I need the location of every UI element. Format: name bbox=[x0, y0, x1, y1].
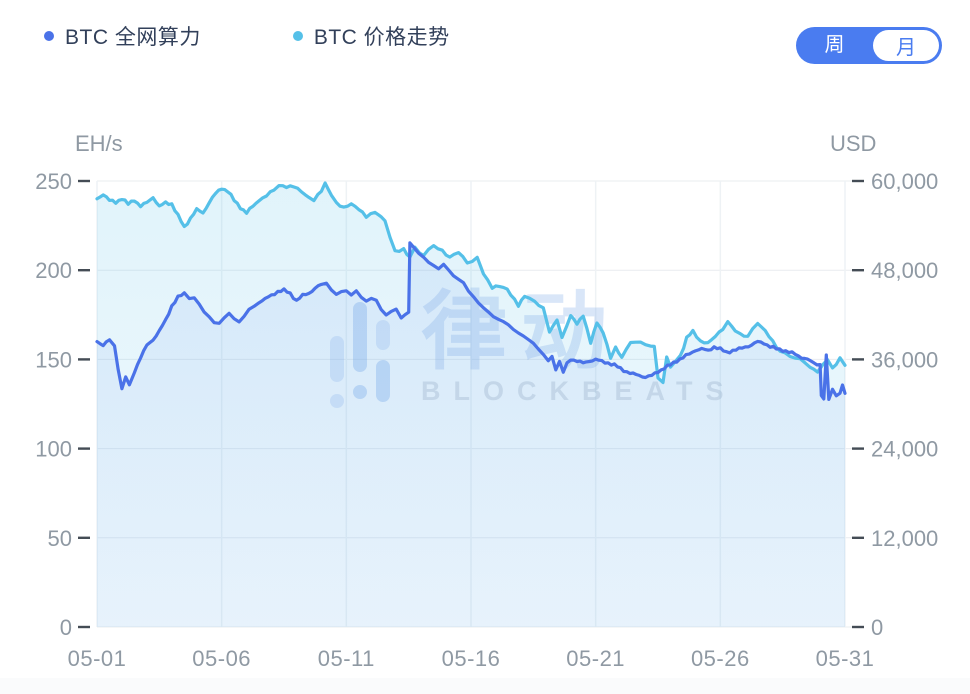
x-tick-label: 05-01 bbox=[68, 646, 127, 671]
chart-header: BTC 全网算力 BTC 价格走势 周 月 bbox=[0, 0, 970, 72]
legend-label-price: BTC 价格走势 bbox=[313, 26, 450, 49]
x-tick-label: 05-21 bbox=[566, 646, 625, 671]
left-tick-label: 200 bbox=[35, 258, 72, 283]
x-tick-label: 05-11 bbox=[318, 646, 375, 671]
left-tick-label: 250 bbox=[35, 169, 72, 194]
toggle-option-week[interactable]: 周 bbox=[824, 34, 845, 56]
right-tick-label: 12,000 bbox=[871, 526, 938, 551]
hashrate-line bbox=[95, 241, 847, 401]
right-tick-label: 36,000 bbox=[871, 347, 938, 372]
period-toggle[interactable]: 周 月 bbox=[796, 27, 942, 64]
right-tick-label: 24,000 bbox=[871, 437, 938, 462]
blockbeats-logo-icon bbox=[330, 302, 399, 408]
x-tick-label: 05-16 bbox=[442, 646, 501, 671]
legend-item-price[interactable]: BTC 价格走势 bbox=[292, 21, 450, 51]
left-tick-label: 150 bbox=[35, 347, 72, 372]
legend: BTC 全网算力 BTC 价格走势 bbox=[44, 21, 450, 51]
x-tick-label: 05-26 bbox=[691, 646, 750, 671]
left-tick-label: 50 bbox=[48, 526, 72, 551]
right-tick-label: 48,000 bbox=[871, 258, 938, 283]
left-tick-label: 0 bbox=[60, 615, 72, 640]
x-tick-label: 05-06 bbox=[192, 646, 251, 671]
hashrate-area bbox=[97, 242, 845, 627]
price-line bbox=[95, 181, 847, 385]
right-axis-unit-label: USD bbox=[830, 131, 877, 156]
x-tick-label: 05-31 bbox=[816, 646, 875, 671]
legend-dot-hashrate-icon bbox=[44, 31, 54, 41]
right-tick-label: 60,000 bbox=[871, 169, 938, 194]
toggle-option-month[interactable]: 月 bbox=[873, 30, 939, 61]
watermark: 律动 BLOCKBEATS bbox=[330, 288, 737, 408]
right-tick-label: 0 bbox=[871, 615, 883, 640]
legend-item-hashrate[interactable]: BTC 全网算力 bbox=[44, 21, 201, 51]
watermark-latin-text: BLOCKBEATS bbox=[421, 376, 737, 406]
left-tick-label: 100 bbox=[35, 437, 72, 462]
legend-dot-price-icon bbox=[292, 31, 303, 41]
footer-strip bbox=[0, 678, 970, 694]
left-axis-unit-label: EH/s bbox=[75, 131, 123, 156]
legend-label-hashrate: BTC 全网算力 bbox=[65, 26, 201, 49]
